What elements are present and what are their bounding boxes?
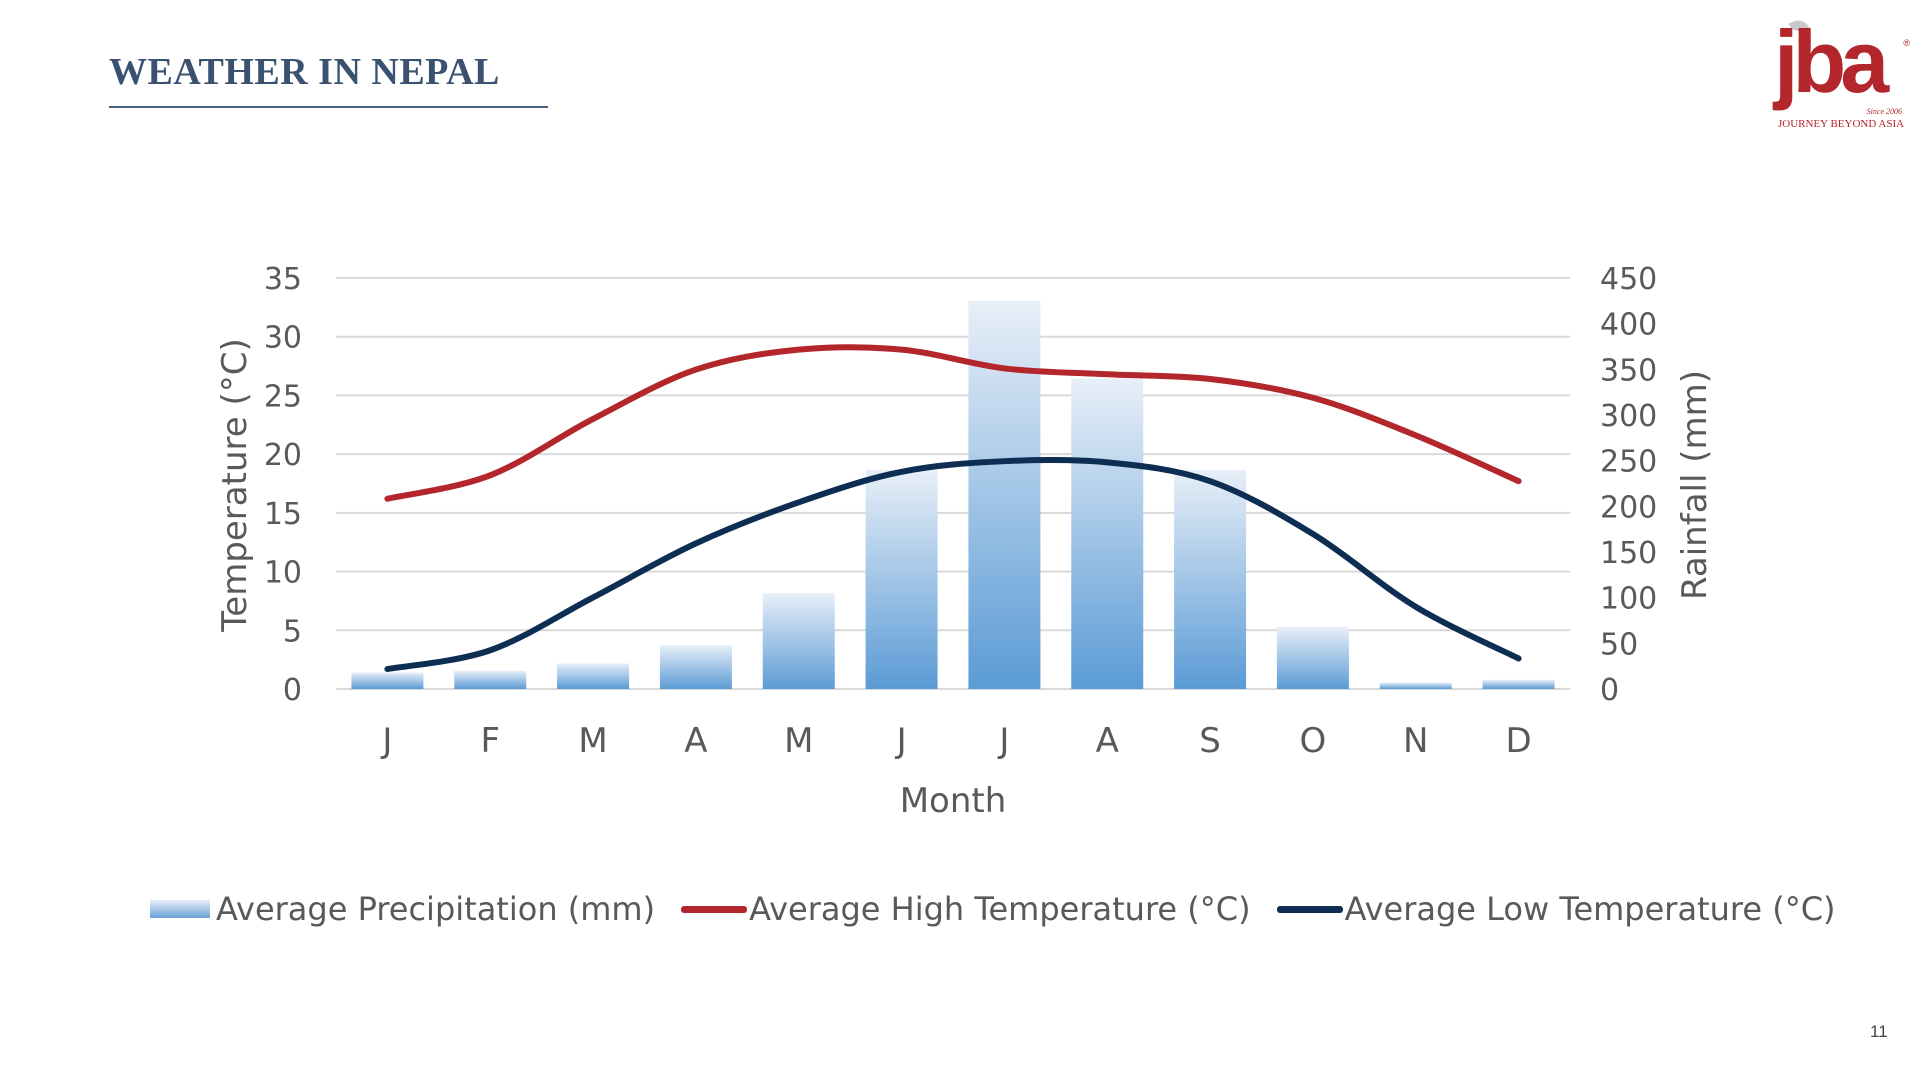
precip-bar (762, 593, 835, 689)
y-right-tick-label: 150 (1600, 536, 1657, 571)
y-right-tick-label: 100 (1600, 582, 1657, 617)
logo-wordmark: jba (1774, 12, 1889, 111)
grid-lines (336, 277, 1570, 690)
x-tick-label: S (1199, 721, 1221, 761)
precip-bar (659, 645, 732, 689)
x-tick-label: O (1300, 721, 1327, 761)
slide-title: WEATHER IN NEPAL (109, 51, 500, 93)
x-tick-label: M (784, 721, 813, 761)
page-number: 11 (1870, 1022, 1888, 1041)
y-right-tick-label: 200 (1600, 490, 1657, 525)
y-left-tick-label: 10 (264, 556, 302, 591)
y-right-tick-label: 300 (1600, 399, 1657, 434)
precip-bar (557, 663, 630, 689)
precip-bar (1174, 469, 1247, 689)
y-left-tick-label: 25 (264, 379, 302, 414)
precipitation-bars (351, 300, 1555, 689)
legend-item-low-temp: Average Low Temperature (°C) (1276, 890, 1836, 928)
precip-bar (1276, 626, 1349, 689)
x-tick-label: D (1505, 721, 1531, 761)
y-right-tick-label: 50 (1600, 627, 1638, 662)
precip-bar (454, 670, 527, 689)
y-right-tick-label: 450 (1600, 262, 1657, 297)
low-temp-line (384, 456, 1522, 673)
title-underline (109, 106, 548, 108)
y-axis-left-title: Temperature (°C) (215, 338, 255, 632)
x-tick-label: J (997, 721, 1009, 761)
temperature-lines (384, 344, 1522, 673)
y-left-tick-label: 20 (264, 438, 302, 473)
y-left-tick-label: 35 (264, 262, 302, 297)
legend-item-precipitation: Average Precipitation (mm) (150, 890, 655, 928)
y-left-tick-label: 5 (283, 614, 302, 649)
x-tick-label: A (1096, 721, 1119, 761)
logo-since: Since 2006 (1866, 107, 1902, 116)
precip-bar (351, 672, 424, 689)
legend-swatch-low-temp (1276, 905, 1343, 913)
precip-bar (1071, 378, 1144, 689)
legend-label-precipitation: Average Precipitation (mm) (216, 890, 656, 928)
precip-bar (968, 300, 1041, 689)
legend-label-low-temp: Average Low Temperature (°C) (1344, 890, 1836, 928)
precip-bar (1379, 682, 1452, 689)
legend-item-high-temp: Average High Temperature (°C) (681, 890, 1251, 928)
legend-label-high-temp: Average High Temperature (°C) (749, 890, 1251, 928)
company-logo: jba ® Since 2006 JOURNEY BEYOND ASIA (1768, 12, 1916, 136)
logo-tagline: JOURNEY BEYOND ASIA (1778, 118, 1905, 130)
logo-registered-mark: ® (1903, 38, 1910, 48)
y-right-tick-label: 350 (1600, 353, 1657, 388)
precip-bar (1482, 679, 1555, 689)
legend-swatch-high-temp (681, 905, 748, 913)
x-axis-title: Month (900, 781, 1007, 821)
high-temp-line (384, 344, 1522, 502)
x-tick-label: M (578, 721, 607, 761)
axis-ticks: 0510152025303505010015020025030035040045… (264, 262, 1657, 761)
x-tick-label: A (684, 721, 707, 761)
legend-swatch-precipitation (150, 900, 210, 918)
y-left-tick-label: 30 (264, 321, 302, 356)
y-axis-right-title: Rainfall (mm) (1675, 370, 1715, 600)
x-tick-label: N (1403, 721, 1428, 761)
precip-bar (865, 469, 938, 689)
chart-legend: Average Precipitation (mm) Average High … (150, 887, 1862, 931)
x-tick-label: J (895, 721, 907, 761)
y-left-tick-label: 0 (283, 673, 302, 708)
x-tick-label: J (380, 721, 392, 761)
y-right-tick-label: 250 (1600, 445, 1657, 480)
y-left-tick-label: 15 (264, 497, 302, 532)
y-right-tick-label: 0 (1600, 673, 1619, 708)
x-tick-label: F (480, 721, 500, 761)
y-right-tick-label: 400 (1600, 308, 1657, 343)
